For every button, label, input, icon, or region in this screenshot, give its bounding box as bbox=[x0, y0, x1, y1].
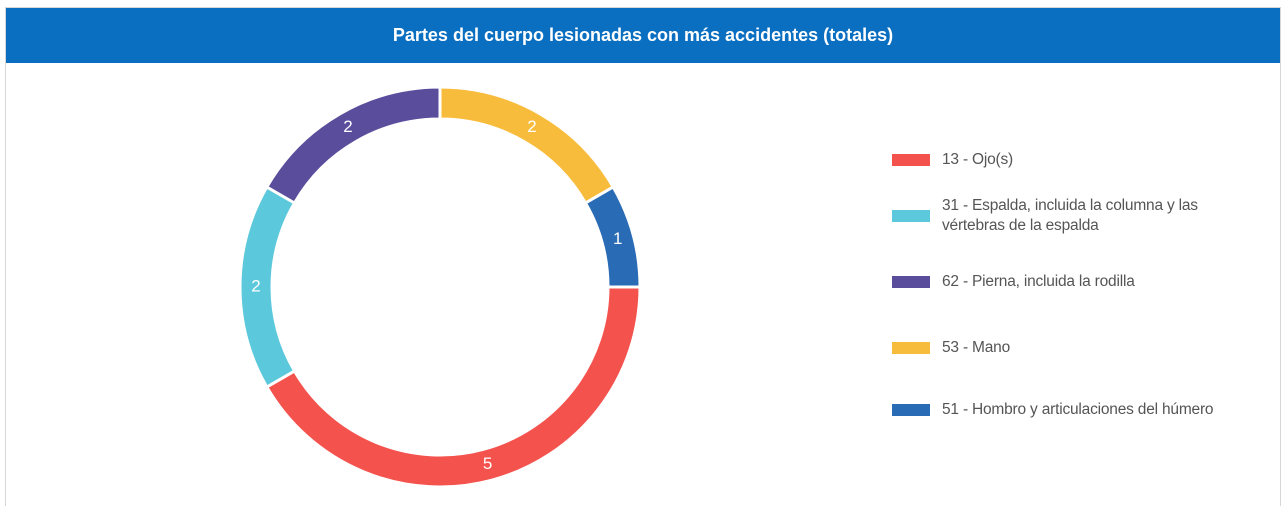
legend-swatch bbox=[892, 276, 930, 288]
donut-slice bbox=[238, 184, 297, 390]
data-label: 1 bbox=[613, 229, 622, 248]
legend-item: 62 - Pierna, incluida la rodilla bbox=[892, 272, 1222, 292]
legend-label: 51 - Hombro y articulaciones del húmero bbox=[942, 401, 1214, 418]
donut-slice bbox=[264, 285, 642, 489]
panel: Partes del cuerpo lesionadas con más acc… bbox=[5, 7, 1281, 506]
donut-slice bbox=[438, 85, 616, 206]
legend-swatch bbox=[892, 154, 930, 166]
legend-swatch bbox=[892, 342, 930, 354]
data-label: 2 bbox=[251, 276, 260, 295]
legend-label: 31 - Espalda, incluida la columna y las … bbox=[942, 197, 1198, 234]
legend-label: 53 - Mano bbox=[942, 339, 1010, 356]
legend-item: 51 - Hombro y articulaciones del húmero bbox=[892, 400, 1222, 420]
donut-slice bbox=[264, 85, 442, 206]
chart-title: Partes del cuerpo lesionadas con más acc… bbox=[6, 8, 1280, 63]
legend-swatch bbox=[892, 404, 930, 416]
legend-label: 62 - Pierna, incluida la rodilla bbox=[942, 273, 1135, 290]
donut-slice bbox=[583, 184, 642, 289]
legend-swatch bbox=[892, 210, 930, 222]
legend-item: 13 - Ojo(s) bbox=[892, 150, 1222, 170]
data-label: 2 bbox=[343, 117, 352, 136]
legend-item: 53 - Mano bbox=[892, 338, 1222, 358]
legend-item: 31 - Espalda, incluida la columna y las … bbox=[892, 196, 1222, 236]
data-label: 2 bbox=[527, 117, 536, 136]
data-label: 5 bbox=[483, 454, 492, 473]
legend-label: 13 - Ojo(s) bbox=[942, 151, 1014, 168]
